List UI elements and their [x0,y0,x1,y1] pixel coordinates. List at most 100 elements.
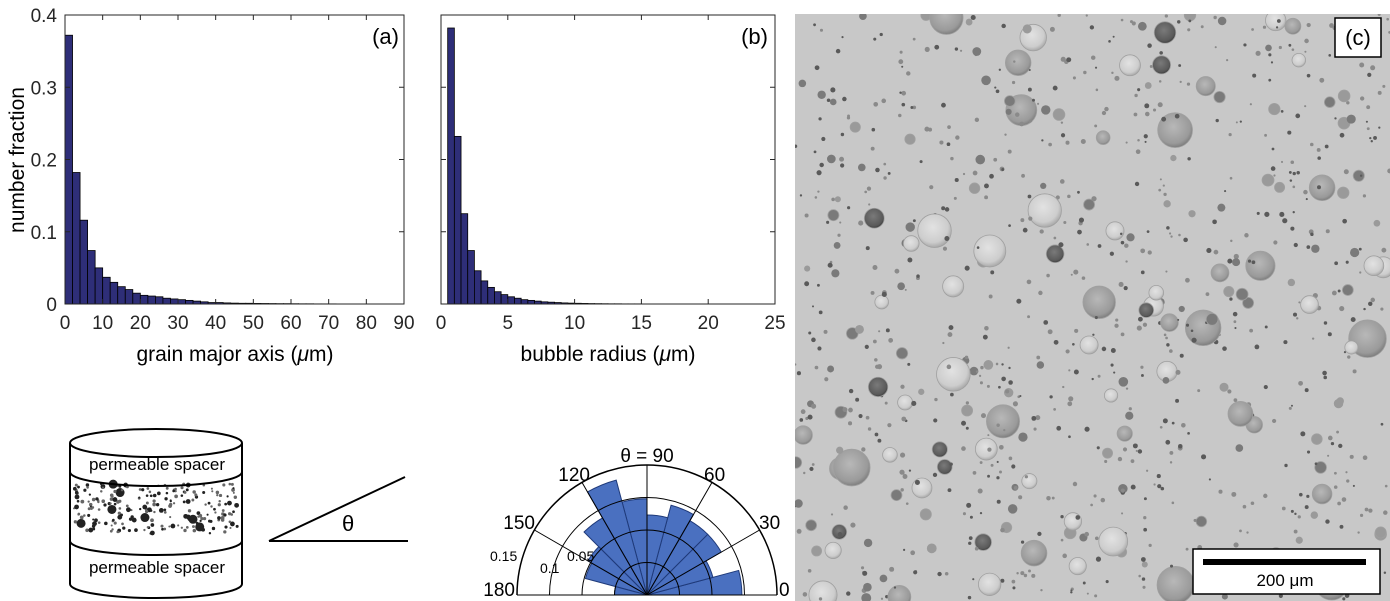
sample-schematic: permeable spacer permeable spacer [69,428,243,599]
histogram-bar [527,299,535,305]
micrograph-bubble [808,331,812,335]
micrograph-bubble [926,543,937,554]
micrograph-bubble [819,162,824,168]
micrograph-bubble [1031,573,1036,578]
micrograph-bubble [888,337,894,343]
sample-particle [97,508,101,511]
micrograph-bubble [832,448,871,487]
micrograph-bubble [1228,133,1232,137]
micrograph-bubble [1261,173,1275,187]
micrograph-bubble [1373,219,1381,227]
micrograph-bubble [1157,102,1163,108]
micrograph-bubble [1359,513,1364,517]
micrograph-bubble [995,89,1000,94]
micrograph-bubble [1213,15,1217,20]
sample-particle [80,499,85,504]
micrograph-bubble [1366,127,1370,131]
micrograph-bubble [1094,594,1098,598]
sample-particle [213,507,216,511]
spacer-divider-top [69,471,243,487]
micrograph-bubble [1323,321,1328,325]
micrograph-bubble [1181,422,1186,428]
histogram-bar [185,299,194,305]
micrograph-bubble [1162,418,1168,424]
micrograph-bubble [1159,51,1163,55]
micrograph-bubble [1020,539,1048,567]
sample-particle [152,502,157,507]
micrograph-bubble [969,366,979,376]
micrograph-bubble [870,290,875,295]
micrograph-bubble [1046,273,1050,278]
micrograph-bubble [1345,471,1348,474]
micrograph-bubble [924,126,930,132]
micrograph-bubble [1024,475,1028,479]
micrograph-bubble [1296,171,1300,175]
micrograph-bubble [1342,218,1347,224]
micrograph-bubble [846,591,851,596]
micrograph-bubble [1381,247,1387,253]
micrograph-bubble [908,469,912,472]
micrograph-bubble [1062,553,1067,559]
micrograph-bubble [1311,483,1333,505]
micrograph-bubble [1141,374,1144,377]
micrograph-bubble [848,407,853,413]
micrograph-bubble [1178,64,1182,67]
micrograph-bubble [1110,348,1116,353]
micrograph-bubble [1303,189,1308,195]
micrograph-bubble [1101,346,1107,352]
micrograph-bubble [1341,497,1347,502]
micrograph-bubble [972,47,982,56]
sample-particle [143,517,146,521]
micrograph-bubble [827,365,835,373]
micrograph-bubble [974,546,979,551]
micrograph-bubble [1028,216,1033,221]
micrograph-bubble [1188,19,1192,23]
micrograph-bubble [1177,318,1180,321]
micrograph-bubble [872,339,877,344]
micrograph-bubble [1262,25,1267,29]
micrograph-bubble [1287,278,1296,287]
panel-a-xlabel: grain major axis (μm) [136,343,333,366]
sample-particle [180,486,184,490]
micrograph-bubble [1166,226,1170,230]
micrograph-bubble [809,466,814,471]
micrograph-bubble [1018,495,1023,500]
micrograph-bubble [1293,242,1298,248]
micrograph-bubble [1230,239,1233,243]
micrograph-bubble [947,332,953,338]
micrograph-bubble [1158,188,1162,192]
x-tick-label: 10 [92,313,113,334]
panel-a-xlabel-prefix: grain major axis ( [136,343,297,366]
micrograph-bubble [1090,503,1093,507]
micrograph-bubble [1008,456,1013,461]
micrograph-bubble [1153,21,1177,44]
micrograph-bubble [1077,229,1082,235]
micrograph-bubble [1126,233,1135,242]
sample-particle [86,486,89,489]
histogram-bar [500,294,509,305]
micrograph-bubble [918,388,925,395]
micrograph-bubble [1043,320,1049,325]
micrograph-bubble [1306,245,1311,249]
micrograph-bubble [1122,447,1128,452]
micrograph-bubble [1337,289,1341,293]
micrograph-bubble [1304,105,1307,108]
micrograph-bubble [1048,142,1052,147]
micrograph-bubble [1186,82,1191,86]
micrograph-bubble [1233,542,1239,548]
micrograph-bubble [1141,561,1148,568]
sample-particle [174,495,178,498]
micrograph-bubble [1125,141,1128,144]
micrograph-bubble [795,425,813,445]
micrograph-bubble [814,365,819,370]
histogram-bar [147,295,156,305]
micrograph-bubble [1065,140,1070,145]
micrograph-bubble [1329,23,1334,28]
histogram-bar [132,292,141,305]
micrograph-bubble [1337,186,1350,199]
sample-particle [204,503,207,506]
micrograph-bubble [823,329,828,334]
micrograph-bubble [1331,290,1337,296]
polar-title: θ = 90 [620,446,673,467]
sample-particle [87,507,91,511]
